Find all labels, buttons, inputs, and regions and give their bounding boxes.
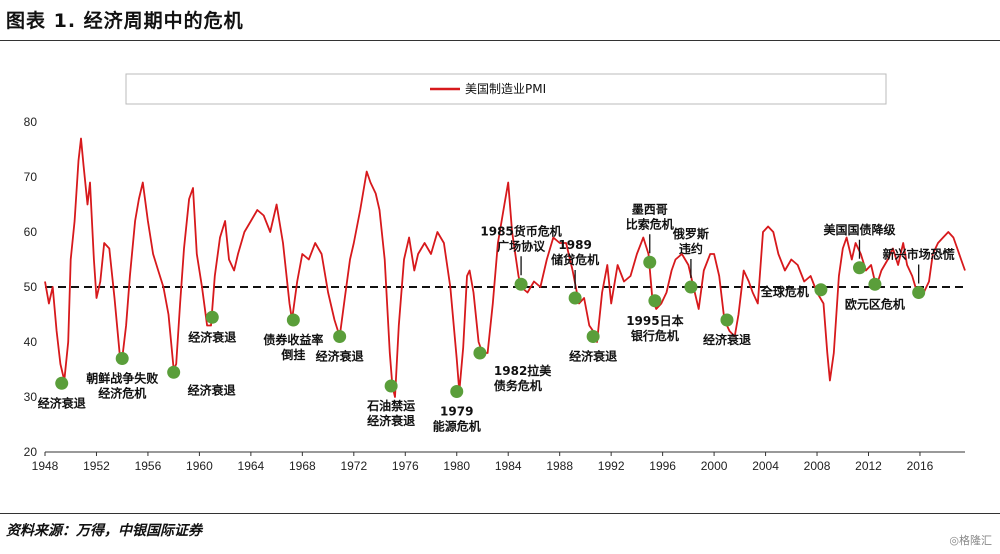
event-marker <box>167 365 181 379</box>
event-marker <box>643 255 657 269</box>
y-tick-label: 30 <box>24 390 38 404</box>
x-tick-label: 1948 <box>32 459 59 473</box>
y-tick-label: 40 <box>24 335 38 349</box>
event-marker <box>115 352 129 365</box>
event-label: 欧元区危机 <box>845 296 905 311</box>
x-tick-label: 1976 <box>392 459 419 473</box>
legend-label: 美国制造业PMI <box>465 82 546 96</box>
chart-legend: 美国制造业PMI <box>125 73 887 105</box>
event-label: 经济危机 <box>98 386 146 401</box>
event-marker <box>55 376 69 390</box>
event-label: 经济衰退 <box>38 395 86 410</box>
event-label: 债券收益率 <box>263 332 323 347</box>
event-marker <box>450 385 464 398</box>
chart-axes: 1948 1952 1956 1960 1964 1968 1972 1976 1980 1984… <box>24 115 965 473</box>
event-marker <box>205 310 219 324</box>
event-marker <box>473 346 487 360</box>
x-tick-label: 1988 <box>546 459 573 473</box>
x-tick-label: 1992 <box>598 459 625 473</box>
x-tick-label: 1968 <box>289 459 316 473</box>
x-tick-label: 2008 <box>804 459 831 473</box>
event-label: 石油禁运 <box>366 398 415 413</box>
y-tick-label: 60 <box>24 225 38 239</box>
event-label: 广场协议 <box>497 238 546 253</box>
event-label: 墨西哥 <box>632 202 668 216</box>
x-tick-label: 2004 <box>752 459 779 473</box>
series-line-pmi <box>44 137 966 398</box>
event-label: 美国国债降级 <box>823 222 895 237</box>
x-tick-label: 2000 <box>701 459 728 473</box>
event-label: 全球危机 <box>760 284 809 299</box>
event-label: 俄罗斯 <box>672 226 709 241</box>
y-tick-label: 80 <box>24 115 38 129</box>
y-tick-label: 70 <box>24 170 38 184</box>
event-marker <box>912 286 926 299</box>
event-marker <box>684 280 698 294</box>
watermark: ◎格隆汇 <box>949 534 992 547</box>
event-marker <box>720 313 734 327</box>
event-marker <box>384 379 398 393</box>
event-label: 经济衰退 <box>316 349 364 364</box>
x-tick-label: 1980 <box>443 459 470 473</box>
event-label: 1982拉美 <box>494 363 552 378</box>
event-label: 经济衰退 <box>367 413 415 428</box>
event-label: 新兴市场恐慌 <box>883 247 955 262</box>
x-tick-label: 1984 <box>495 459 522 473</box>
y-tick-label: 20 <box>24 445 38 459</box>
x-tick-label: 1952 <box>83 459 110 473</box>
event-label: 1979 <box>440 405 473 419</box>
bottom-divider <box>0 513 1000 514</box>
x-tick-label: 2012 <box>855 459 882 473</box>
y-tick-label: 50 <box>24 280 38 294</box>
event-label: 比索危机 <box>626 216 674 231</box>
x-tick-label: 1964 <box>238 459 265 473</box>
event-label: 经济衰退 <box>188 382 236 397</box>
event-label: 经济衰退 <box>703 332 751 347</box>
event-marker <box>648 294 662 308</box>
x-tick-label: 1996 <box>649 459 676 473</box>
top-divider <box>0 40 1000 41</box>
event-marker <box>814 283 828 297</box>
event-label: 倒挂 <box>280 347 305 362</box>
event-marker <box>333 330 347 343</box>
event-label: 经济衰退 <box>188 329 236 344</box>
event-marker <box>868 277 882 291</box>
x-tick-label: 1956 <box>135 459 162 473</box>
event-marker <box>568 291 582 305</box>
event-label: 储贷危机 <box>551 252 599 267</box>
event-label: 能源危机 <box>433 419 481 434</box>
series-group <box>44 137 966 398</box>
event-marker <box>852 261 866 275</box>
x-tick-label: 1960 <box>186 459 213 473</box>
event-label: 1985货币危机 <box>480 223 561 238</box>
legend-box <box>125 73 887 105</box>
event-label: 1989 <box>558 238 591 252</box>
source-note: 资料来源：万得，中银国际证券 <box>6 523 202 539</box>
x-tick-label: 1972 <box>340 459 367 473</box>
event-label: 违约 <box>679 241 703 256</box>
event-label: 债务危机 <box>494 378 542 393</box>
x-tick-label: 2016 <box>907 459 934 473</box>
figure-title: 图表 1. 经济周期中的危机 <box>6 10 244 32</box>
event-label: 经济衰退 <box>569 349 617 364</box>
event-label: 1995日本 <box>626 313 683 328</box>
event-marker <box>586 330 600 343</box>
event-marker <box>514 277 528 291</box>
event-label: 朝鲜战争失败 <box>86 371 158 386</box>
event-marker <box>286 313 300 327</box>
event-label: 银行危机 <box>631 328 679 343</box>
